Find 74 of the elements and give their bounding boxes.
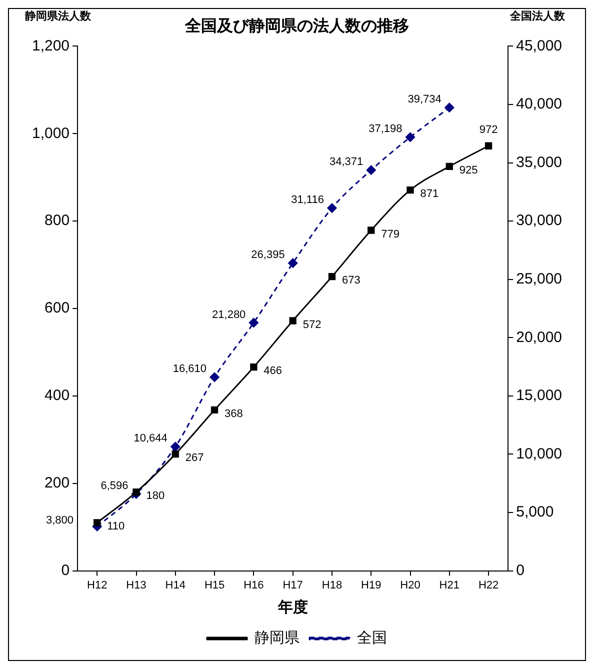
x-tick-label: H17 [282,579,303,592]
data-label: 572 [302,318,322,331]
point [210,372,220,382]
data-label: 779 [381,228,400,240]
y2-tick-label: 0 [516,562,524,579]
y2-tick-label: 40,000 [516,96,562,113]
point [368,226,375,234]
data-label: 10,644 [134,432,168,445]
point [328,273,336,280]
y2-tick-label: 25,000 [516,270,562,288]
x-tick-label: H19 [361,579,382,592]
point [248,318,258,328]
y2-tick-label: 5,000 [516,504,554,521]
data-label: 180 [146,490,165,502]
point [94,519,101,526]
legend-label: 全国 [357,630,387,647]
point [446,162,453,170]
point [288,258,298,268]
point [132,488,140,496]
data-label: 39,734 [408,94,442,106]
x-tick-label: H22 [478,579,499,592]
y2-axis-title: 全国法人数 [509,10,566,23]
x-tick-label: H21 [439,579,460,592]
data-label: 31,116 [291,194,324,206]
data-label: 26,395 [251,249,285,262]
y-tick-label: 1,200 [32,37,70,54]
y-tick-label: 1,000 [32,124,70,142]
data-label: 267 [185,452,204,464]
y-tick-label: 800 [44,212,70,230]
y2-tick-label: 15,000 [516,387,562,404]
y-tick-label: 400 [44,387,70,404]
data-label: 925 [459,164,478,176]
x-tick-label: H12 [87,579,108,592]
x-tick-label: H15 [204,579,225,592]
point [444,102,454,112]
y2-tick-label: 30,000 [516,212,562,230]
y2-tick-label: 45,000 [516,37,562,54]
data-label: 110 [107,520,125,533]
data-label: 21,280 [212,308,246,321]
x-axis-title: 年度 [276,598,308,616]
point [250,364,258,371]
data-label: 871 [420,188,439,200]
point [366,165,376,175]
chart-title: 全国及び静岡県の法人数の推移 [184,17,409,36]
point [210,406,218,414]
y2-tick-label: 35,000 [516,154,562,171]
point [484,142,492,150]
y-tick-label: 200 [44,474,70,492]
legend-label: 静岡県 [254,630,300,647]
x-tick-label: H13 [126,579,146,592]
data-label: 972 [479,124,498,136]
y-tick-label: 0 [61,562,70,579]
point [289,317,296,324]
x-tick-label: H20 [400,579,420,592]
data-label: 368 [224,408,243,420]
x-tick-label: H14 [165,579,186,592]
data-label: 16,610 [172,363,207,376]
y2-tick-label: 10,000 [516,445,562,462]
data-label: 466 [264,365,282,378]
x-tick-label: H18 [322,579,342,592]
data-label: 6,596 [100,480,128,492]
data-label: 3,800 [46,514,74,527]
y-axis-title: 静岡県法人数 [24,10,92,23]
point [406,186,414,194]
y-tick-label: 600 [44,300,70,317]
point [172,450,179,458]
point [327,203,337,213]
y2-tick-label: 20,000 [516,328,562,346]
x-tick-label: H16 [244,579,264,592]
point [406,132,416,142]
data-label: 37,198 [368,123,402,136]
data-label: 673 [342,274,360,287]
data-label: 34,371 [329,156,364,168]
point [170,442,180,452]
